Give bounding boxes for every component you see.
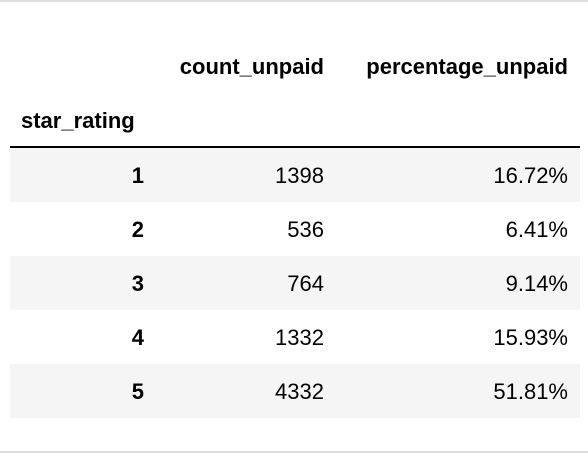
cell-percentage-unpaid: 6.41% — [505, 217, 568, 242]
cell-count-unpaid: 1398 — [275, 163, 324, 188]
column-header-percentage-unpaid: percentage_unpaid — [366, 54, 568, 79]
cell-percentage-unpaid: 51.81% — [493, 379, 568, 404]
row-index: 1 — [131, 163, 144, 188]
cell-percentage-unpaid: 9.14% — [505, 271, 568, 296]
table-row: 4 1332 15.93% — [10, 310, 580, 364]
index-header-star-rating: star_rating — [21, 108, 135, 133]
cell-count-unpaid: 536 — [287, 217, 324, 242]
row-index: 2 — [131, 217, 144, 242]
row-index: 5 — [131, 379, 144, 404]
cell-count-unpaid: 764 — [287, 271, 324, 296]
table-row: 2 536 6.41% — [10, 202, 580, 256]
cell-percentage-unpaid: 15.93% — [493, 325, 568, 350]
row-index: 4 — [131, 325, 144, 350]
output-bottom-border — [0, 451, 588, 453]
cell-count-unpaid: 1332 — [275, 325, 324, 350]
table-row: 3 764 9.14% — [10, 256, 580, 310]
cell-count-unpaid: 4332 — [275, 379, 324, 404]
table-header: count_unpaid percentage_unpaid star_rati… — [10, 0, 580, 148]
table-row: 1 1398 16.72% — [10, 148, 580, 202]
table-row: 5 4332 51.81% — [10, 364, 580, 418]
output-top-border — [0, 0, 588, 2]
dataframe-table: count_unpaid percentage_unpaid star_rati… — [10, 0, 580, 418]
column-header-count-unpaid: count_unpaid — [179, 54, 324, 79]
cell-percentage-unpaid: 16.72% — [493, 163, 568, 188]
row-index: 3 — [131, 271, 144, 296]
